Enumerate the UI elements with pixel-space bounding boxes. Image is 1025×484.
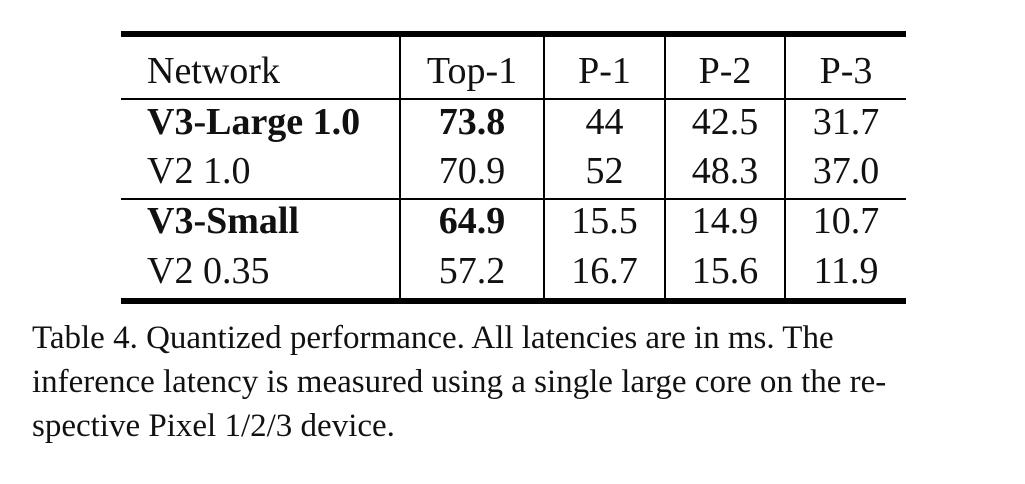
row-v3-large-p3: 31.7 <box>812 101 880 143</box>
row-v3-small-top1: 64.9 <box>438 200 506 242</box>
column-divider <box>784 37 786 298</box>
row-v3-large-top1: 73.8 <box>438 101 506 143</box>
table-caption: Table 4. Quantized performance. All late… <box>32 316 997 448</box>
header-p1: P-1 <box>578 50 631 92</box>
row-v2-1-network: V2 1.0 <box>147 150 251 192</box>
column-divider <box>399 37 401 298</box>
header-top1: Top-1 <box>426 50 518 92</box>
row-v3-small-network: V3-Small <box>147 200 299 242</box>
table-header-rule <box>121 98 906 100</box>
row-v2-035-top1: 57.2 <box>438 250 506 292</box>
row-v2-035-network: V2 0.35 <box>147 250 270 292</box>
row-v3-large-p1: 44 <box>585 101 624 143</box>
column-divider <box>543 37 545 298</box>
table-group-rule <box>121 198 906 200</box>
column-divider <box>664 37 666 298</box>
header-network: Network <box>147 50 280 92</box>
caption-line: inference latency is measured using a si… <box>32 364 887 400</box>
row-v2-1-top1: 70.9 <box>438 150 506 192</box>
row-v2-035-p2: 15.6 <box>691 250 759 292</box>
row-v2-1-p3: 37.0 <box>812 150 880 192</box>
row-v2-1-p2: 48.3 <box>691 150 759 192</box>
row-v3-large-network: V3-Large 1.0 <box>147 101 361 143</box>
header-p2: P-2 <box>698 50 752 92</box>
row-v3-large-p2: 42.5 <box>691 101 759 143</box>
row-v3-small-p1: 15.5 <box>571 200 638 242</box>
table-top-rule <box>121 31 906 37</box>
caption-line: spective Pixel 1/2/3 device. <box>32 408 395 444</box>
row-v3-small-p2: 14.9 <box>691 200 759 242</box>
row-v2-035-p3: 11.9 <box>813 250 879 292</box>
row-v2-1-p1: 52 <box>585 150 624 192</box>
row-v3-small-p3: 10.7 <box>812 200 880 242</box>
row-v2-035-p1: 16.7 <box>571 250 638 292</box>
caption-line: Table 4. Quantized performance. All late… <box>32 320 834 356</box>
table-bottom-rule <box>121 298 906 304</box>
header-p3: P-3 <box>819 50 873 92</box>
